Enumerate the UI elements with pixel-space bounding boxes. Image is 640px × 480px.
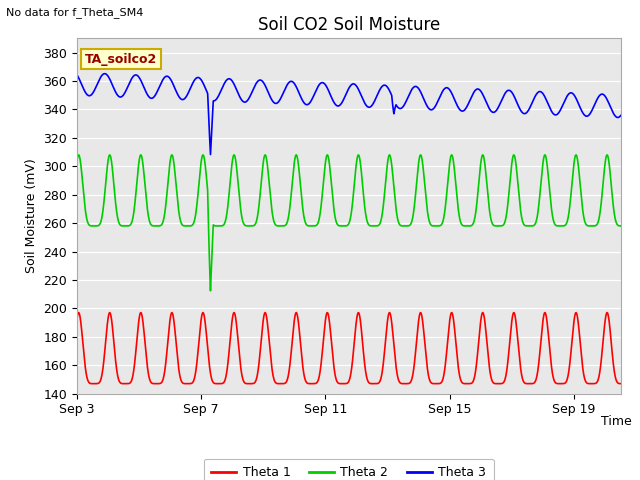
Y-axis label: Soil Moisture (mV): Soil Moisture (mV) bbox=[25, 158, 38, 274]
Legend: Theta 1, Theta 2, Theta 3: Theta 1, Theta 2, Theta 3 bbox=[204, 459, 493, 480]
Text: No data for f_Theta_SM4: No data for f_Theta_SM4 bbox=[6, 7, 144, 18]
Title: Soil CO2 Soil Moisture: Soil CO2 Soil Moisture bbox=[258, 16, 440, 34]
X-axis label: Time: Time bbox=[601, 415, 632, 428]
Text: TA_soilco2: TA_soilco2 bbox=[85, 53, 157, 66]
